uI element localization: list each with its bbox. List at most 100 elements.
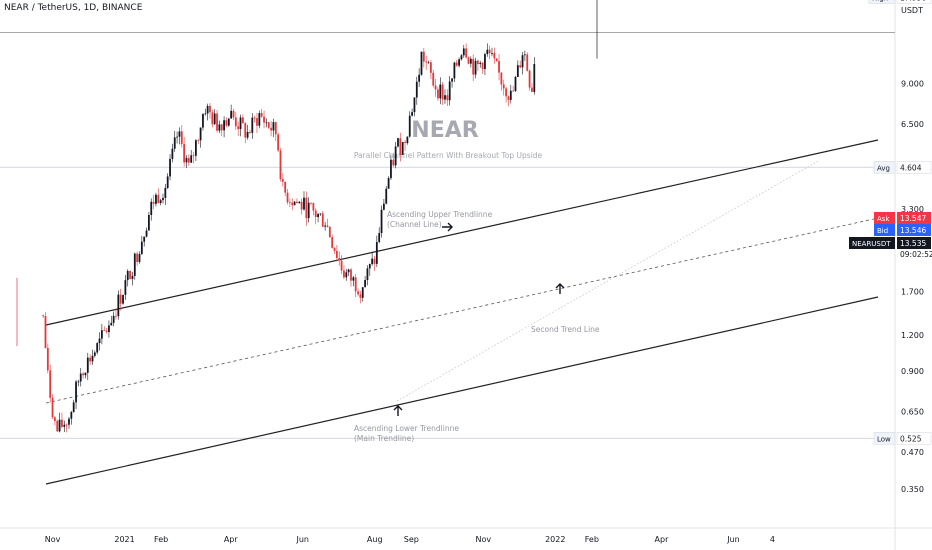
y-tick-label: 1.200 — [901, 331, 924, 340]
candle-body — [258, 113, 261, 126]
arrow-up-icon — [555, 283, 565, 294]
candle-body — [408, 115, 411, 137]
candle-body — [338, 258, 341, 261]
candle-body — [390, 159, 392, 179]
candle-body — [481, 62, 484, 69]
candle-body — [519, 65, 522, 68]
candle-body — [523, 54, 526, 56]
candle-body — [507, 96, 510, 100]
upper-channel-line — [45, 139, 879, 326]
candle-body — [53, 417, 56, 421]
candle-body — [108, 325, 110, 332]
candle-body — [354, 277, 357, 292]
candle-body — [199, 127, 202, 141]
arrow-up-icon — [393, 405, 403, 416]
candle-body — [42, 315, 45, 317]
candle-body — [216, 113, 218, 131]
candle-body — [98, 338, 101, 344]
candle-body — [72, 402, 75, 413]
candle-body — [164, 187, 167, 198]
candle-body — [300, 201, 303, 210]
price-label-tag — [874, 224, 895, 236]
candle-body — [425, 61, 428, 63]
price-label-value: 4.604 — [900, 163, 922, 172]
candle-body — [404, 142, 406, 144]
candle-body — [314, 210, 317, 217]
y-tick-label: 0.650 — [901, 408, 924, 417]
candle-body — [227, 118, 230, 126]
candle-body — [124, 280, 127, 295]
candle-body — [502, 84, 505, 89]
candle-body — [84, 372, 87, 376]
x-tick-label: Nov — [45, 535, 61, 544]
candle-body — [328, 226, 331, 238]
candle-body — [230, 110, 233, 119]
candle-body — [319, 213, 322, 215]
annotation-upper-line2: (Channel Line) — [387, 220, 442, 229]
candle-body — [286, 192, 289, 203]
countdown-box — [897, 249, 931, 260]
candle-body — [451, 78, 453, 82]
candle-body — [112, 315, 115, 323]
candle-body — [270, 127, 272, 131]
candle-body — [420, 51, 423, 75]
candle-body — [533, 64, 536, 92]
candle-body — [232, 110, 235, 118]
candle-body — [49, 370, 52, 398]
candle-body — [86, 357, 89, 373]
candle-body — [46, 347, 49, 371]
candle-body — [131, 275, 134, 279]
candle-body — [100, 330, 103, 339]
candle-body — [444, 95, 446, 100]
price-label-name: NEARUSDT — [852, 240, 891, 248]
candle-body — [209, 105, 211, 113]
candle-body — [96, 343, 99, 353]
candle-body — [350, 269, 352, 281]
candle-body — [91, 355, 94, 362]
candle-body — [305, 197, 308, 219]
price-label-value-box — [896, 0, 932, 4]
candle-body — [277, 134, 280, 151]
candle-body — [162, 197, 164, 201]
price-label-name: Low — [877, 435, 891, 443]
candle-body — [458, 59, 460, 66]
candle-body — [183, 144, 186, 163]
candle-body — [223, 120, 225, 131]
candle-body — [173, 137, 176, 149]
candle-body — [343, 270, 345, 278]
candle-body — [256, 118, 258, 126]
candle-body — [213, 113, 216, 125]
price-label-name: Bid — [877, 227, 888, 235]
candle-body — [115, 315, 117, 317]
candle-body — [406, 136, 409, 144]
x-tick-label: Jun — [295, 535, 309, 544]
mid-channel-dashed-line — [45, 217, 879, 404]
candle-body — [176, 136, 178, 138]
candle-body — [244, 123, 247, 138]
candle-body — [413, 97, 416, 113]
candle-body — [368, 264, 371, 269]
candle-body — [361, 287, 364, 298]
candle-body — [143, 236, 146, 242]
y-tick-label: 9.000 — [901, 80, 924, 89]
candle-body — [333, 247, 336, 251]
candle-body — [373, 258, 376, 264]
candle-body — [472, 58, 475, 75]
candle-body — [152, 201, 155, 204]
candle-body — [138, 254, 141, 262]
price-label-name: High — [872, 0, 888, 2]
second-trend-line — [396, 159, 821, 402]
candle-body — [335, 250, 338, 259]
candle-body — [366, 268, 369, 280]
price-label-tag — [868, 0, 896, 4]
y-tick-label: 1.700 — [901, 288, 924, 297]
candle-body — [234, 117, 237, 127]
y-tick-label: 6.500 — [901, 120, 924, 129]
candle-body — [190, 155, 193, 163]
candle-body — [415, 81, 418, 98]
candle-body — [474, 60, 477, 75]
candle-body — [272, 122, 275, 131]
candle-body — [437, 89, 439, 99]
candle-body — [371, 258, 374, 265]
